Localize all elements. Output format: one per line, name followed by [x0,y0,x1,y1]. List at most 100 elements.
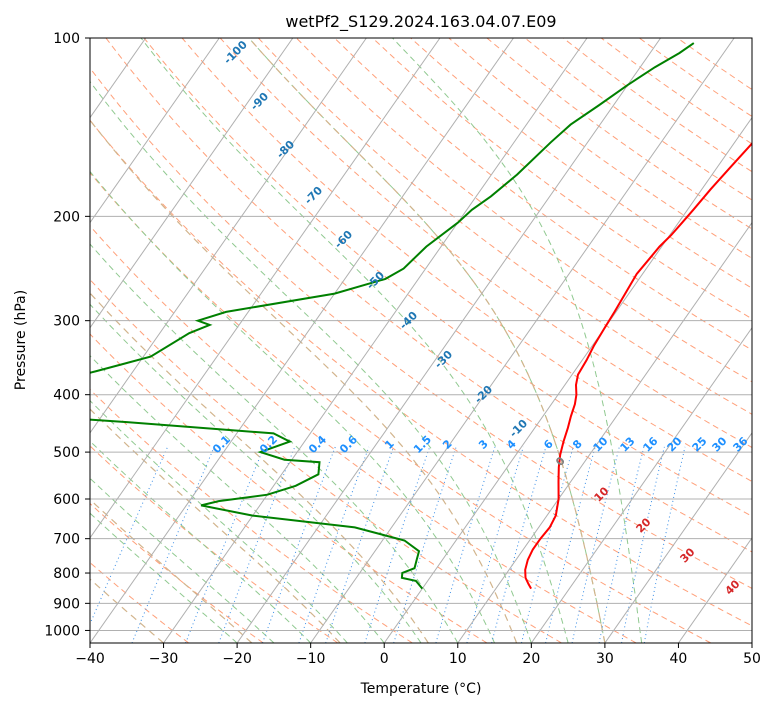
mixing-ratio-label: 13 [618,435,638,455]
x-tick-label: 10 [449,651,467,667]
x-tick-label: −30 [149,651,179,667]
mixing-ratio-line [621,446,665,643]
mixing-ratio-line [90,446,169,626]
y-tick-label: 400 [53,388,80,404]
mixing-ratio-line [131,446,215,643]
isotherm-line [90,38,514,643]
dry-adiabat [90,333,488,643]
isotherm-label: -50 [364,269,387,292]
isotherm-label: -30 [432,348,455,371]
moist-adiabat [90,512,238,643]
y-tick-label: 500 [53,445,80,461]
mixing-ratio-line [218,446,296,643]
adiabat-label: 40 [723,577,743,597]
isotherm-line [90,38,367,434]
isotherm-label: -100 [221,38,250,67]
mixing-ratio-label: 20 [665,434,685,454]
y-tick-label: 100 [53,31,80,47]
isotherm-line [90,38,441,539]
mixing-ratio-line [262,446,336,643]
moist-adiabat [140,38,569,643]
mixing-ratio-line [185,446,265,643]
mixing-ratio-line [491,446,547,643]
isotherm-label: -20 [472,383,495,406]
mixing-ratio-line [298,446,370,643]
isotherm-line [310,38,735,643]
mixing-ratio-line [521,446,574,643]
dry-adiabat [143,38,752,517]
dry-adiabat [257,38,752,415]
isotherm-line [0,38,72,643]
mixing-ratio-line [643,446,686,643]
dry-adiabat [372,38,752,320]
axis-ticks: −40 −30 −20 −10 0 10 20 30 40 50 100 200 300 400 500 60… [44,31,761,667]
mixing-ratio-line [466,446,524,643]
x-tick-label: 20 [522,651,540,667]
adiabat-label: 30 [678,545,698,565]
isotherm-line [604,431,752,643]
y-axis-label: Pressure (hPa) [13,290,29,390]
mixing-ratio-line [598,446,645,643]
pseudo-adiabat [248,38,606,643]
mixing-ratio-line [571,446,620,643]
mixing-ratio-label: 30 [710,434,730,454]
mixing-ratio-label: 10 [591,434,611,454]
mixing-ratio-label: 25 [690,435,710,455]
pseudo-adiabat [90,119,518,643]
dry-adiabat [296,38,752,383]
y-tick-label: 600 [53,492,80,508]
mixing-ratio-line [393,446,457,643]
y-tick-label: 800 [53,566,80,582]
x-tick-label: 30 [596,651,614,667]
moist-adiabat [90,170,496,643]
isotherm-line [457,221,752,643]
y-tick-label: 1000 [44,623,80,639]
x-axis-label: Temperature (°C) [360,681,482,697]
dry-adiabat [90,119,752,627]
dry-adiabat [90,502,264,643]
dry-adiabat [639,38,752,118]
isotherm-line [678,537,752,643]
mixing-ratio-label: 3 [476,437,491,452]
chart-title: wetPf2_S129.2024.163.04.07.E09 [285,12,556,32]
dry-adiabat [90,445,339,643]
dry-adiabat [410,38,752,289]
moist-adiabat [90,243,459,643]
mixing-ratio-line [364,446,431,643]
x-tick-label: −10 [296,651,326,667]
isotherm-line [751,642,752,643]
pseudo-adiabat [90,498,253,643]
line-labels: -100-90-80-70-60-50-40-30-20-100.1 0.2 0.4… [210,38,751,598]
moist-adiabat [392,38,643,643]
dewpoint-line [90,42,695,590]
dry-adiabat [90,172,712,643]
y-tick-label: 300 [53,314,80,330]
isotherm-line [383,116,752,643]
dry-adiabat [90,67,752,589]
mixing-ratio-line [325,446,395,643]
isotherm-line [90,38,220,224]
dry-adiabat [448,38,752,259]
mixing-ratio-line [435,446,496,643]
mixing-ratio-label: 16 [641,434,661,454]
x-tick-label: −20 [222,651,252,667]
dry-adiabat [524,38,752,201]
mixing-ratio-line [545,446,596,643]
x-tick-label: 0 [380,651,389,667]
dry-adiabat [486,38,752,230]
pseudo-adiabat [90,292,429,643]
y-tick-label: 200 [53,209,80,225]
x-tick-label: 50 [743,651,761,667]
isotherm-label: -70 [302,184,325,207]
adiabat-label: 10 [592,484,612,504]
plot-frame [89,37,753,644]
dry-adiabat [90,225,637,643]
isotherm-label: -60 [332,228,355,251]
moist-adiabat [90,354,385,643]
x-tick-label: 40 [670,651,688,667]
dry-adiabat [90,388,413,643]
isotherm-line [90,38,294,329]
isotherm-line [163,38,588,643]
background-grid [0,38,752,643]
